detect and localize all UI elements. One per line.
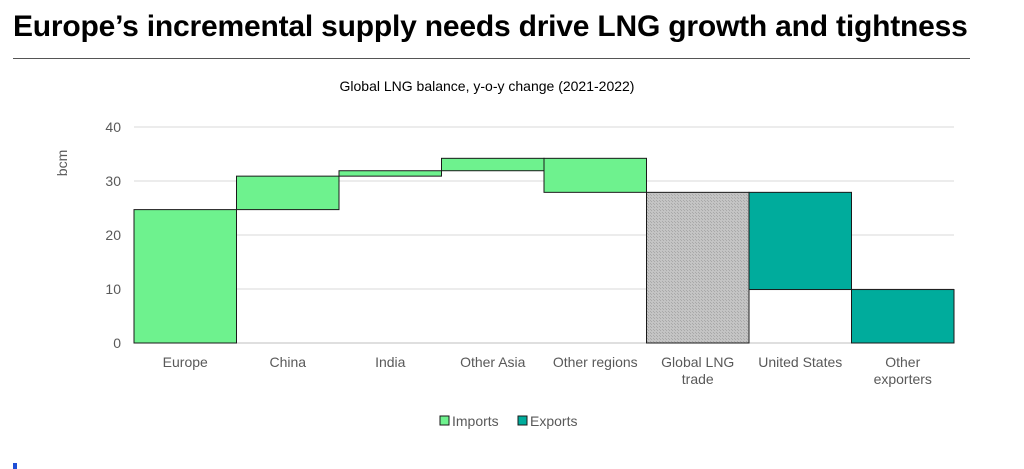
y-axis-label: bcm bbox=[54, 150, 70, 176]
corner-mark bbox=[13, 463, 17, 469]
bar-europe bbox=[133, 209, 237, 344]
chart-title: Global LNG balance, y-o-y change (2021-2… bbox=[340, 78, 635, 94]
x-tick-label: United States bbox=[758, 354, 842, 370]
legend-label-imports: Imports bbox=[452, 413, 499, 429]
y-tick-label: 40 bbox=[105, 119, 121, 135]
y-tick-label: 0 bbox=[113, 335, 121, 351]
legend-label-exports: Exports bbox=[530, 413, 577, 429]
page-title: Europe’s incremental supply needs drive … bbox=[13, 10, 968, 43]
bar-united-states bbox=[748, 191, 852, 291]
bar-other-asia bbox=[441, 157, 545, 172]
title-divider bbox=[13, 58, 970, 59]
legend-swatch-imports bbox=[439, 415, 450, 426]
y-tick-label: 10 bbox=[105, 281, 121, 297]
x-tick-label: Other Asia bbox=[460, 354, 526, 370]
bar-other-regions bbox=[543, 157, 647, 193]
x-tick-label: China bbox=[269, 354, 306, 370]
x-tick-label: Other exporters bbox=[874, 354, 932, 387]
bar-global-lng-trade bbox=[646, 191, 750, 344]
x-tick-label: Europe bbox=[163, 354, 208, 370]
x-tick-label: Global LNG trade bbox=[661, 354, 734, 387]
y-tick-label: 20 bbox=[105, 227, 121, 243]
bar-india bbox=[338, 170, 442, 177]
legend-swatch-exports bbox=[517, 415, 528, 426]
bar-china bbox=[236, 175, 340, 211]
y-tick-label: 30 bbox=[105, 173, 121, 189]
x-tick-label: India bbox=[375, 354, 406, 370]
bar-other-exporters bbox=[851, 289, 955, 344]
x-tick-label: Other regions bbox=[553, 354, 638, 370]
